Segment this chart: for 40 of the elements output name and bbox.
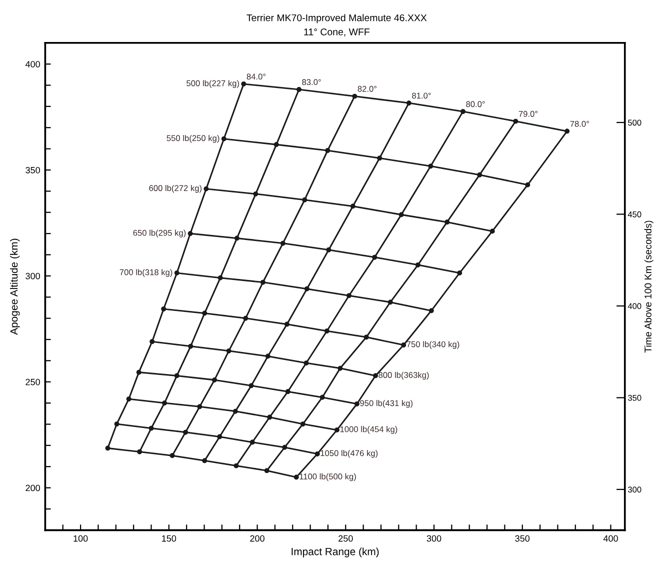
chart-subtitle: 11° Cone, WFF (304, 28, 370, 36)
annotation: 82.0° (358, 86, 376, 92)
annotation: 80.0° (466, 101, 485, 108)
annotation: 84.0° (246, 74, 266, 80)
x-tick-label: 350 (515, 535, 530, 542)
annotation: 550 lb(250 kg) (166, 134, 220, 143)
annotation: 1000 lb(454 kg) (340, 426, 398, 434)
x-tick-label: 400 (603, 535, 618, 542)
x-tick-label: 250 (338, 535, 353, 542)
y2-tick-label: 500 (628, 120, 642, 126)
y-axis-title: Apogee Altitude (km) (10, 238, 20, 335)
annotation: 650 lb(295 kg) (133, 230, 186, 238)
y-tick-label: 300 (26, 272, 40, 280)
y-tick-label: 350 (26, 166, 40, 174)
chart-title: Terrier MK70-Improved Malemute 46.XXX (246, 14, 427, 24)
y-tick-label: 200 (26, 484, 40, 492)
annotation: 950 lb(431 kg) (360, 400, 412, 408)
annotation: 81.0° (412, 92, 431, 99)
annotation: 1100 lb(500 kg) (300, 473, 356, 482)
x-tick-label: 100 (74, 535, 88, 542)
x-tick-label: 150 (162, 535, 176, 542)
y2-tick-label: 300 (628, 486, 642, 493)
annotation: 750 lb(340 kg) (406, 341, 460, 349)
y2-tick-label: 350 (628, 394, 642, 401)
annotation: 83.0° (302, 79, 321, 86)
annotation: 500 lb(227 kg) (186, 80, 239, 88)
x-axis-title: Impact Range (km) (292, 548, 379, 558)
y2-axis-title: Time Above 100 Km (seconds) (644, 220, 654, 353)
x-tick-label: 300 (426, 535, 442, 542)
annotation: 700 lb(318 kg) (120, 269, 172, 277)
y-tick-label: 250 (26, 378, 40, 386)
annotation: 600 lb(272 kg) (149, 184, 202, 193)
annotation: 79.0° (518, 110, 538, 117)
annotation: 1050 lb(476 kg) (320, 450, 378, 458)
y2-tick-label: 450 (628, 211, 642, 218)
y-tick-label: 400 (25, 61, 40, 68)
y2-tick-label: 400 (628, 303, 642, 310)
annotation: 800 lb(363kg) (378, 372, 429, 380)
annotation: 78.0° (570, 120, 589, 127)
x-tick-label: 200 (250, 535, 264, 542)
